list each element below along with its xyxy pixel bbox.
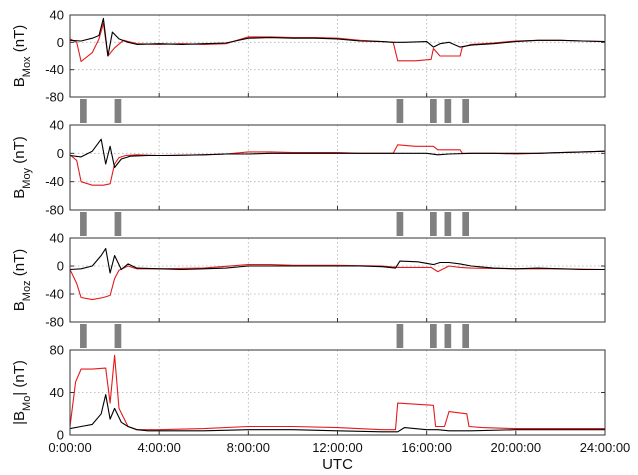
bmox-y-tick-label: -80: [45, 90, 64, 105]
marker-strip-3: [80, 324, 470, 348]
x-axis-label: UTC: [322, 456, 353, 473]
marker-bar: [430, 99, 437, 123]
marker-bar: [430, 324, 437, 348]
bmoz-red-series-line: [70, 264, 605, 301]
marker-bar: [444, 324, 452, 348]
marker-bar: [444, 212, 452, 236]
bmag-y-label: |BMo| (nT): [11, 360, 33, 425]
bmoz-y-tick-label: 40: [50, 231, 64, 246]
marker-bar: [444, 99, 452, 123]
bmoy-y-ticks: -80 -40 0 40: [45, 118, 606, 218]
marker-strip-2: [80, 212, 470, 236]
panel-bmoz: -80 -40 0 40 BMoz (nT): [11, 231, 606, 330]
bmoy-grid: [70, 125, 605, 210]
bmoy-y-tick-label: -80: [45, 203, 64, 218]
x-tick-label: 8:00:00: [227, 440, 270, 455]
bmox-y-tick-label: -40: [45, 62, 64, 77]
bmoz-grid: [70, 238, 605, 322]
bmoy-black-series-line: [70, 138, 605, 169]
bmoy-traces: [70, 138, 605, 186]
marker-bar: [396, 99, 404, 123]
bmag-black-series-line: [70, 394, 605, 433]
bmox-y-label: BMox (nT): [11, 25, 33, 87]
marker-bar: [462, 99, 470, 123]
bmoz-y-tick-label: -40: [45, 287, 64, 302]
x-tick-label: 4:00:00: [137, 440, 180, 455]
bmoz-y-label: BMoz (nT): [11, 249, 33, 311]
x-tick-label: 16:00:00: [401, 440, 452, 455]
bmox-traces: [70, 17, 605, 63]
bmox-y-tick-label: 40: [50, 8, 64, 23]
x-tick-labels: 0:00:00 4:00:00 8:00:00 12:00:00 16:00:00 20:…: [48, 440, 630, 455]
marker-bar: [114, 212, 122, 236]
marker-bar: [462, 212, 470, 236]
marker-strip-1: [80, 99, 470, 123]
bmoz-black-series-line: [70, 247, 605, 274]
panel-bmag: 0 40 80 |BMo| (nT): [11, 343, 606, 443]
marker-bar: [80, 99, 87, 123]
bmoz-traces: [70, 247, 605, 301]
bmag-y-tick-label: 40: [50, 385, 64, 400]
marker-bar: [114, 324, 122, 348]
bmag-y-tick-label: 80: [50, 343, 64, 358]
bmag-red-series-line: [70, 354, 605, 431]
bmoy-y-label: BMoy (nT): [11, 136, 33, 198]
bmag-y-ticks: 0 40 80: [50, 343, 606, 443]
bmoy-y-tick-label: -40: [45, 174, 64, 189]
x-tick-label: 24:00:00: [580, 440, 631, 455]
marker-bar: [80, 324, 87, 348]
bmox-y-tick-label: 0: [57, 35, 64, 50]
bmag-y-tick-label: 0: [57, 428, 64, 443]
marker-bar: [396, 212, 404, 236]
bmox-grid: [70, 15, 605, 97]
bmoy-y-tick-label: 40: [50, 118, 64, 133]
bmoz-y-tick-label: 0: [57, 259, 64, 274]
bmag-traces: [70, 354, 605, 433]
x-tick-label: 0:00:00: [48, 440, 91, 455]
x-tick-label: 20:00:00: [491, 440, 542, 455]
marker-bar: [462, 324, 470, 348]
panel-bmox: -80 -40 0 40 BMox (nT): [11, 8, 606, 105]
marker-bar: [80, 212, 87, 236]
bmoy-y-tick-label: 0: [57, 146, 64, 161]
marker-bar: [114, 99, 122, 123]
marker-bar: [396, 324, 404, 348]
panel-bmoy: -80 -40 0 40 BMoy (nT): [11, 118, 606, 218]
bmoz-y-ticks: -80 -40 0 40: [45, 231, 606, 330]
bmox-y-ticks: -80 -40 0 40: [45, 8, 606, 105]
bmoz-y-tick-label: -80: [45, 315, 64, 330]
x-tick-label: 12:00:00: [312, 440, 363, 455]
bmag-grid: [70, 350, 605, 435]
marker-bar: [430, 212, 437, 236]
bmox-black-series-line: [70, 17, 605, 57]
